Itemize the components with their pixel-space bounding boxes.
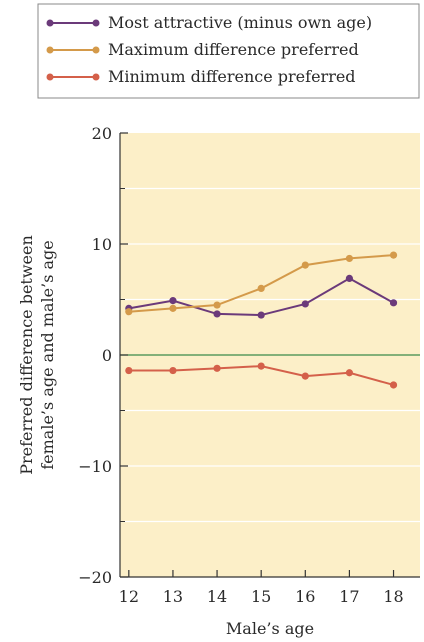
data-point <box>213 364 221 372</box>
legend: Most attractive (minus own age) Maximum d… <box>37 3 420 99</box>
series-lines <box>125 251 398 389</box>
data-point <box>257 362 265 370</box>
legend-item: Most attractive (minus own age) <box>46 13 372 32</box>
data-point <box>301 372 309 380</box>
data-point <box>125 366 133 375</box>
data-point <box>169 297 177 305</box>
y-tick-label: 20 <box>92 124 112 143</box>
legend-label: Most attractive (minus own age) <box>108 13 372 32</box>
series-3 <box>125 362 398 389</box>
data-point <box>125 308 133 316</box>
data-point <box>389 251 398 259</box>
data-point <box>389 299 398 307</box>
data-point <box>213 301 221 309</box>
series-2 <box>125 251 398 316</box>
data-point <box>301 300 309 308</box>
x-tick-label: 15 <box>251 587 271 606</box>
legend-label: Minimum difference preferred <box>108 67 356 86</box>
y-axis-ticks: −20 −10 0 10 20 <box>78 124 128 587</box>
legend-marker <box>92 46 100 54</box>
data-point <box>345 254 354 263</box>
data-point <box>389 381 398 389</box>
y-tick-label: −10 <box>78 457 112 476</box>
legend-label: Maximum difference preferred <box>108 40 359 59</box>
legend-marker <box>92 73 100 81</box>
legend-marker <box>46 19 54 27</box>
y-tick-label: −20 <box>78 568 112 587</box>
data-point <box>301 261 309 269</box>
data-point <box>213 310 221 318</box>
legend-marker <box>92 19 100 27</box>
y-axis-title-line1: Preferred difference between <box>17 235 36 475</box>
x-tick-label: 13 <box>163 587 183 606</box>
x-tick-label: 14 <box>207 587 227 606</box>
x-tick-label: 17 <box>339 587 359 606</box>
legend-box <box>37 3 420 99</box>
data-point <box>257 284 265 292</box>
data-point <box>257 311 265 319</box>
x-tick-label: 18 <box>383 587 403 606</box>
y-axis-title-line2: female’s age and male’s age <box>38 240 57 470</box>
data-point <box>345 274 354 283</box>
legend-marker <box>46 46 54 54</box>
legend-marker <box>46 73 54 81</box>
data-point <box>345 369 354 377</box>
legend-item: Minimum difference preferred <box>46 67 356 86</box>
data-point <box>169 304 177 312</box>
y-tick-label: 0 <box>102 346 112 365</box>
x-axis-ticks: 12 13 14 15 16 17 18 <box>119 570 404 606</box>
legend-item: Maximum difference preferred <box>46 40 359 59</box>
y-tick-label: 10 <box>92 235 112 254</box>
data-point <box>169 366 177 375</box>
x-tick-label: 12 <box>119 587 139 606</box>
x-axis-title: Male’s age <box>226 619 314 638</box>
x-tick-label: 16 <box>295 587 315 606</box>
